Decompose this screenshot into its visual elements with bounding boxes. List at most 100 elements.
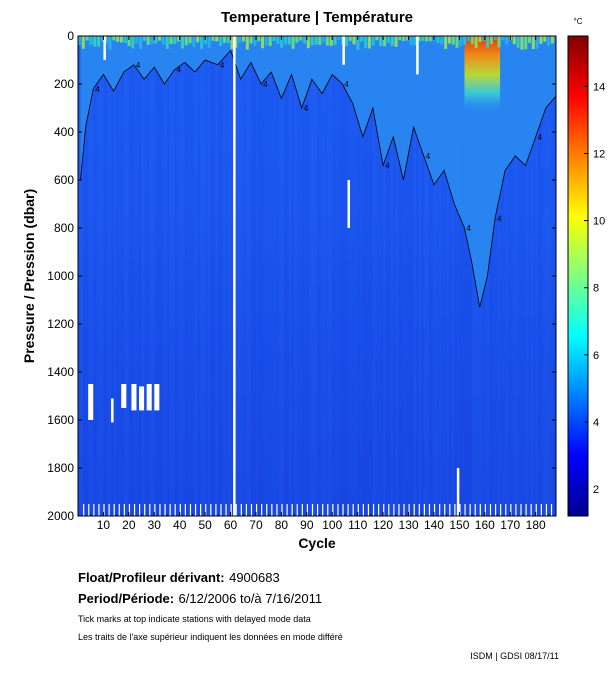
heatmap-stripe: [500, 36, 503, 516]
heatmap-stripe: [370, 36, 373, 516]
bottom-gap: [444, 504, 446, 516]
heatmap-stripe: [413, 36, 417, 516]
heatmap-stripe: [273, 36, 277, 516]
surface-speckle-mark: [497, 36, 501, 48]
surface-speckle-mark: [192, 36, 196, 48]
x-tick-label: 130: [399, 518, 419, 532]
heatmap-stripe: [311, 36, 315, 516]
heatmap-stripe: [395, 36, 399, 516]
bottom-gap: [220, 504, 222, 516]
bottom-gap: [367, 504, 370, 516]
bottom-gap: [494, 504, 497, 516]
heatmap-stripe: [174, 36, 178, 516]
surface-speckle-mark: [253, 36, 257, 46]
heatmap-stripe: [166, 36, 170, 516]
bottom-gap: [133, 504, 136, 516]
x-tick-label: 170: [500, 518, 520, 532]
surface-speckle-mark: [405, 36, 409, 41]
surface-speckle-mark: [402, 36, 406, 42]
heatmap-stripe: [403, 36, 406, 516]
colorbar-tick-label: 4: [593, 417, 599, 429]
contour-label: 4: [220, 61, 225, 70]
x-tick-label: 10: [97, 518, 111, 532]
surface-speckle-mark: [371, 36, 375, 46]
heatmap-stripe: [108, 36, 112, 516]
surface-speckle-mark: [112, 36, 116, 41]
heatmap-stripe: [337, 36, 340, 516]
heatmap-stripe: [286, 36, 290, 516]
bottom-gap: [301, 504, 303, 516]
bottom-gap: [149, 504, 151, 516]
surface-speckle-mark: [100, 36, 104, 43]
heatmap-stripe: [380, 36, 384, 516]
heatmap-stripe: [456, 36, 460, 516]
bottom-gap: [418, 504, 420, 516]
heatmap-stripe: [212, 36, 216, 516]
heatmap-stripe: [240, 36, 244, 516]
surface-speckle-mark: [184, 36, 188, 46]
surface-speckle-mark: [280, 36, 284, 48]
heatmap-stripe: [255, 36, 259, 516]
surface-speckle-mark: [310, 36, 314, 46]
surface-speckle-mark: [482, 36, 486, 42]
heatmap-stripe: [487, 36, 490, 516]
surface-speckle-mark: [436, 36, 440, 44]
bottom-gap: [210, 504, 212, 516]
surface-speckle-mark: [375, 36, 379, 41]
heatmap-stripe: [197, 36, 201, 516]
heatmap-stripe: [118, 36, 122, 516]
heatmap-stripe: [217, 36, 221, 516]
y-tick-label: 400: [54, 125, 74, 139]
surface-speckle-mark: [89, 36, 93, 45]
heatmap-stripe: [525, 36, 529, 516]
heatmap-stripe: [385, 36, 389, 516]
heatmap-stripe: [283, 36, 287, 516]
bottom-gap: [194, 504, 197, 516]
heatmap-stripe: [319, 36, 323, 516]
heatmap-stripe: [400, 36, 404, 516]
bottom-gap: [118, 504, 120, 516]
surface-speckle-mark: [413, 36, 417, 46]
heatmap-stripe: [301, 36, 305, 516]
heatmap-stripe: [339, 36, 343, 516]
colorbar-tick-label: 10: [593, 216, 605, 228]
heatmap-stripe: [411, 36, 414, 516]
heatmap-stripe: [314, 36, 317, 516]
heatmap-stripe: [522, 36, 526, 516]
bottom-gap: [245, 504, 248, 516]
contour-label: 4: [136, 61, 141, 70]
bottom-gap: [383, 504, 385, 516]
heatmap-stripe: [215, 36, 218, 516]
heatmap-stripe: [383, 36, 386, 516]
heatmap-stripe: [489, 36, 493, 516]
heatmap-stripe: [268, 36, 272, 516]
bottom-gap: [550, 504, 553, 516]
heatmap-stripe: [93, 36, 96, 516]
x-tick-label: 100: [322, 518, 342, 532]
period-info: Period/Période: 6/12/2006 to/à 7/16/2011: [78, 590, 322, 608]
heatmap-stripe: [459, 36, 462, 516]
surface-speckle-mark: [135, 36, 139, 44]
surface-speckle-mark: [127, 36, 131, 46]
bottom-gap: [103, 504, 105, 516]
surface-speckle-mark: [169, 36, 173, 45]
surface-speckle-mark: [200, 36, 204, 49]
surface-speckle-mark: [306, 36, 310, 49]
contour-labels: 4 4 4 4 4 4 4 4 4 4 4 4: [95, 61, 542, 233]
heatmap-stripe: [159, 36, 162, 516]
surface-speckle-mark: [234, 36, 238, 48]
heatmap-stripe: [156, 36, 160, 516]
bottom-gap: [306, 504, 309, 516]
heatmap-stripe: [182, 36, 185, 516]
surface-speckle-mark: [303, 36, 307, 44]
heatmap-stripe: [444, 36, 447, 516]
bottom-gap: [128, 504, 131, 516]
y-tick-label: 0: [67, 29, 74, 43]
bottom-gap: [174, 504, 176, 516]
heatmap-stripe: [250, 36, 254, 516]
heatmap-stripe: [228, 36, 231, 516]
heatmap-stripe: [464, 36, 468, 516]
bottom-gap: [317, 504, 319, 516]
bottom-gap: [164, 504, 166, 516]
bottom-gap: [423, 504, 425, 516]
